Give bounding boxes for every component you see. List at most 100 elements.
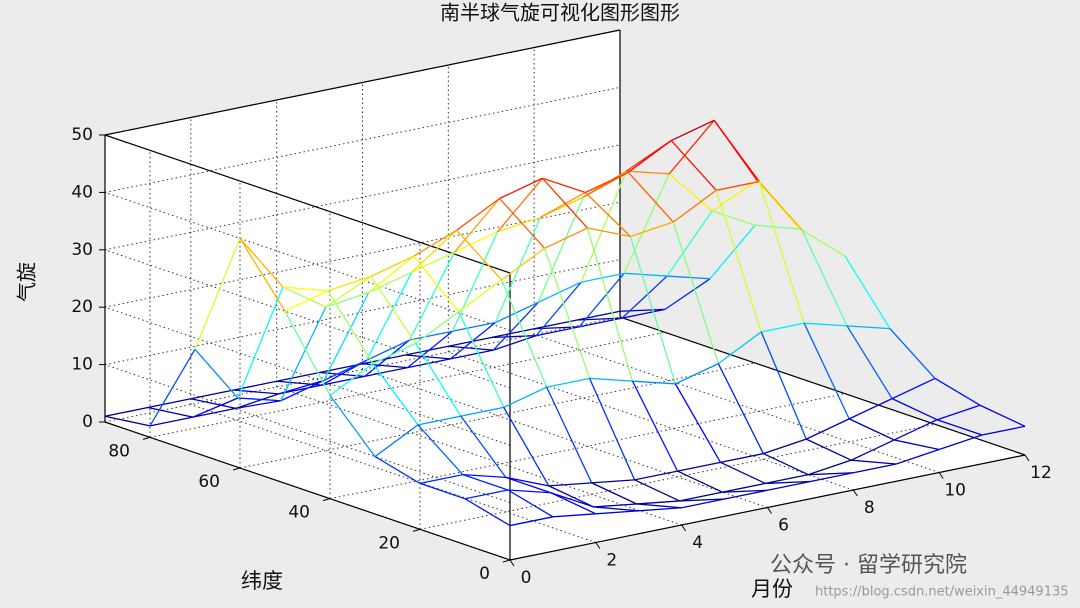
mesh-segment	[548, 485, 595, 508]
z-tick-label: 10	[71, 355, 93, 375]
mesh-segment	[327, 275, 372, 292]
mesh-segment	[417, 415, 461, 426]
mesh-segment	[981, 425, 1026, 436]
mesh-segment	[409, 251, 456, 341]
mesh-segment	[415, 311, 460, 344]
mesh-segment	[626, 170, 670, 175]
mesh-segment	[803, 322, 850, 420]
mesh-segment	[595, 510, 639, 515]
mesh-segment	[507, 489, 554, 518]
mesh-segment	[368, 255, 415, 294]
mesh-segment	[668, 173, 713, 212]
mesh-segment	[896, 448, 940, 465]
mesh-segment	[147, 406, 194, 418]
z-tick-label: 30	[71, 240, 93, 260]
y-axis-label: 纬度	[241, 569, 283, 593]
mesh-segment	[544, 227, 588, 249]
mesh-segment	[674, 383, 721, 463]
mesh-segment	[624, 272, 668, 277]
mesh-segment	[493, 335, 537, 351]
mesh-segment	[550, 492, 594, 508]
mesh-segment	[460, 415, 507, 478]
mesh-segment	[546, 377, 590, 388]
mesh	[104, 119, 1026, 527]
x-tick	[852, 489, 858, 497]
mesh-segment	[679, 491, 723, 502]
y-tick	[322, 498, 331, 502]
grid-line	[239, 362, 756, 469]
x-tick-label: 12	[1030, 463, 1052, 483]
x-tick	[509, 559, 515, 567]
mesh-segment	[464, 498, 511, 527]
y-tick	[502, 559, 511, 563]
mesh-segment	[276, 371, 320, 382]
mesh-segment	[805, 418, 850, 440]
mesh-segment	[588, 378, 636, 481]
mesh-segment	[627, 140, 672, 173]
mesh-segment	[505, 476, 549, 487]
mesh-segment	[495, 301, 539, 324]
mesh-segment	[550, 492, 597, 515]
mesh-segment	[713, 119, 760, 182]
mesh-segment	[454, 198, 501, 253]
mesh-segment	[722, 482, 766, 493]
mesh-segment	[585, 171, 629, 194]
mesh-segment	[507, 489, 551, 494]
mesh-segment	[149, 416, 194, 427]
mesh-segment	[419, 474, 464, 485]
mesh-segment	[452, 321, 496, 332]
mesh-segment	[497, 177, 543, 233]
mesh-segment	[591, 482, 637, 505]
mesh-segment	[456, 197, 500, 231]
x-tick	[681, 524, 687, 532]
mesh-segment	[492, 301, 539, 351]
mesh-segment	[364, 366, 408, 378]
mesh-segment	[679, 498, 725, 502]
mesh-segment	[104, 406, 149, 417]
mesh-segment	[460, 406, 504, 417]
y-tick-label: 20	[378, 533, 400, 553]
mesh-segment	[239, 238, 286, 312]
mesh-segment	[411, 251, 455, 273]
y-tick-label: 60	[198, 472, 220, 492]
grid-line	[104, 249, 511, 389]
mesh-segment	[374, 424, 419, 458]
mesh-segment	[405, 345, 449, 356]
mesh-segment	[587, 227, 631, 238]
grid-line	[362, 369, 768, 508]
mesh-segment	[546, 386, 593, 484]
mesh-segment	[716, 180, 760, 191]
mesh-segment	[548, 482, 592, 487]
mesh-segment	[280, 306, 327, 402]
mesh-segment	[499, 198, 546, 249]
mesh-segment	[280, 379, 325, 402]
mesh-segment	[629, 236, 677, 385]
mesh-segment	[190, 398, 236, 409]
grid-line	[104, 316, 621, 423]
mesh-segment	[284, 310, 331, 396]
mesh-segment	[405, 354, 451, 360]
x-tick	[595, 542, 601, 549]
mesh-segment	[851, 459, 897, 465]
grid-line	[419, 423, 936, 530]
mesh-segment	[542, 177, 588, 229]
grid-line	[104, 191, 511, 331]
mesh-segment	[670, 140, 717, 191]
grid-line	[190, 404, 596, 543]
mesh-segment	[847, 325, 891, 330]
mesh-segment	[413, 255, 460, 313]
mesh-segment	[282, 286, 328, 292]
y-tick-label: 40	[288, 503, 310, 523]
grid-line	[104, 86, 621, 193]
mesh-segment	[675, 363, 719, 385]
mesh-segment	[765, 480, 811, 485]
mesh-segment	[586, 227, 634, 382]
mesh-segment	[630, 221, 674, 238]
mesh-segment	[760, 331, 807, 440]
mesh-segment	[801, 229, 848, 327]
mesh-segment	[761, 322, 805, 333]
mesh-segment	[278, 379, 324, 395]
z-axis-label: 气旋	[15, 262, 39, 302]
mesh-segment	[419, 482, 466, 500]
mesh-segment	[578, 272, 625, 328]
